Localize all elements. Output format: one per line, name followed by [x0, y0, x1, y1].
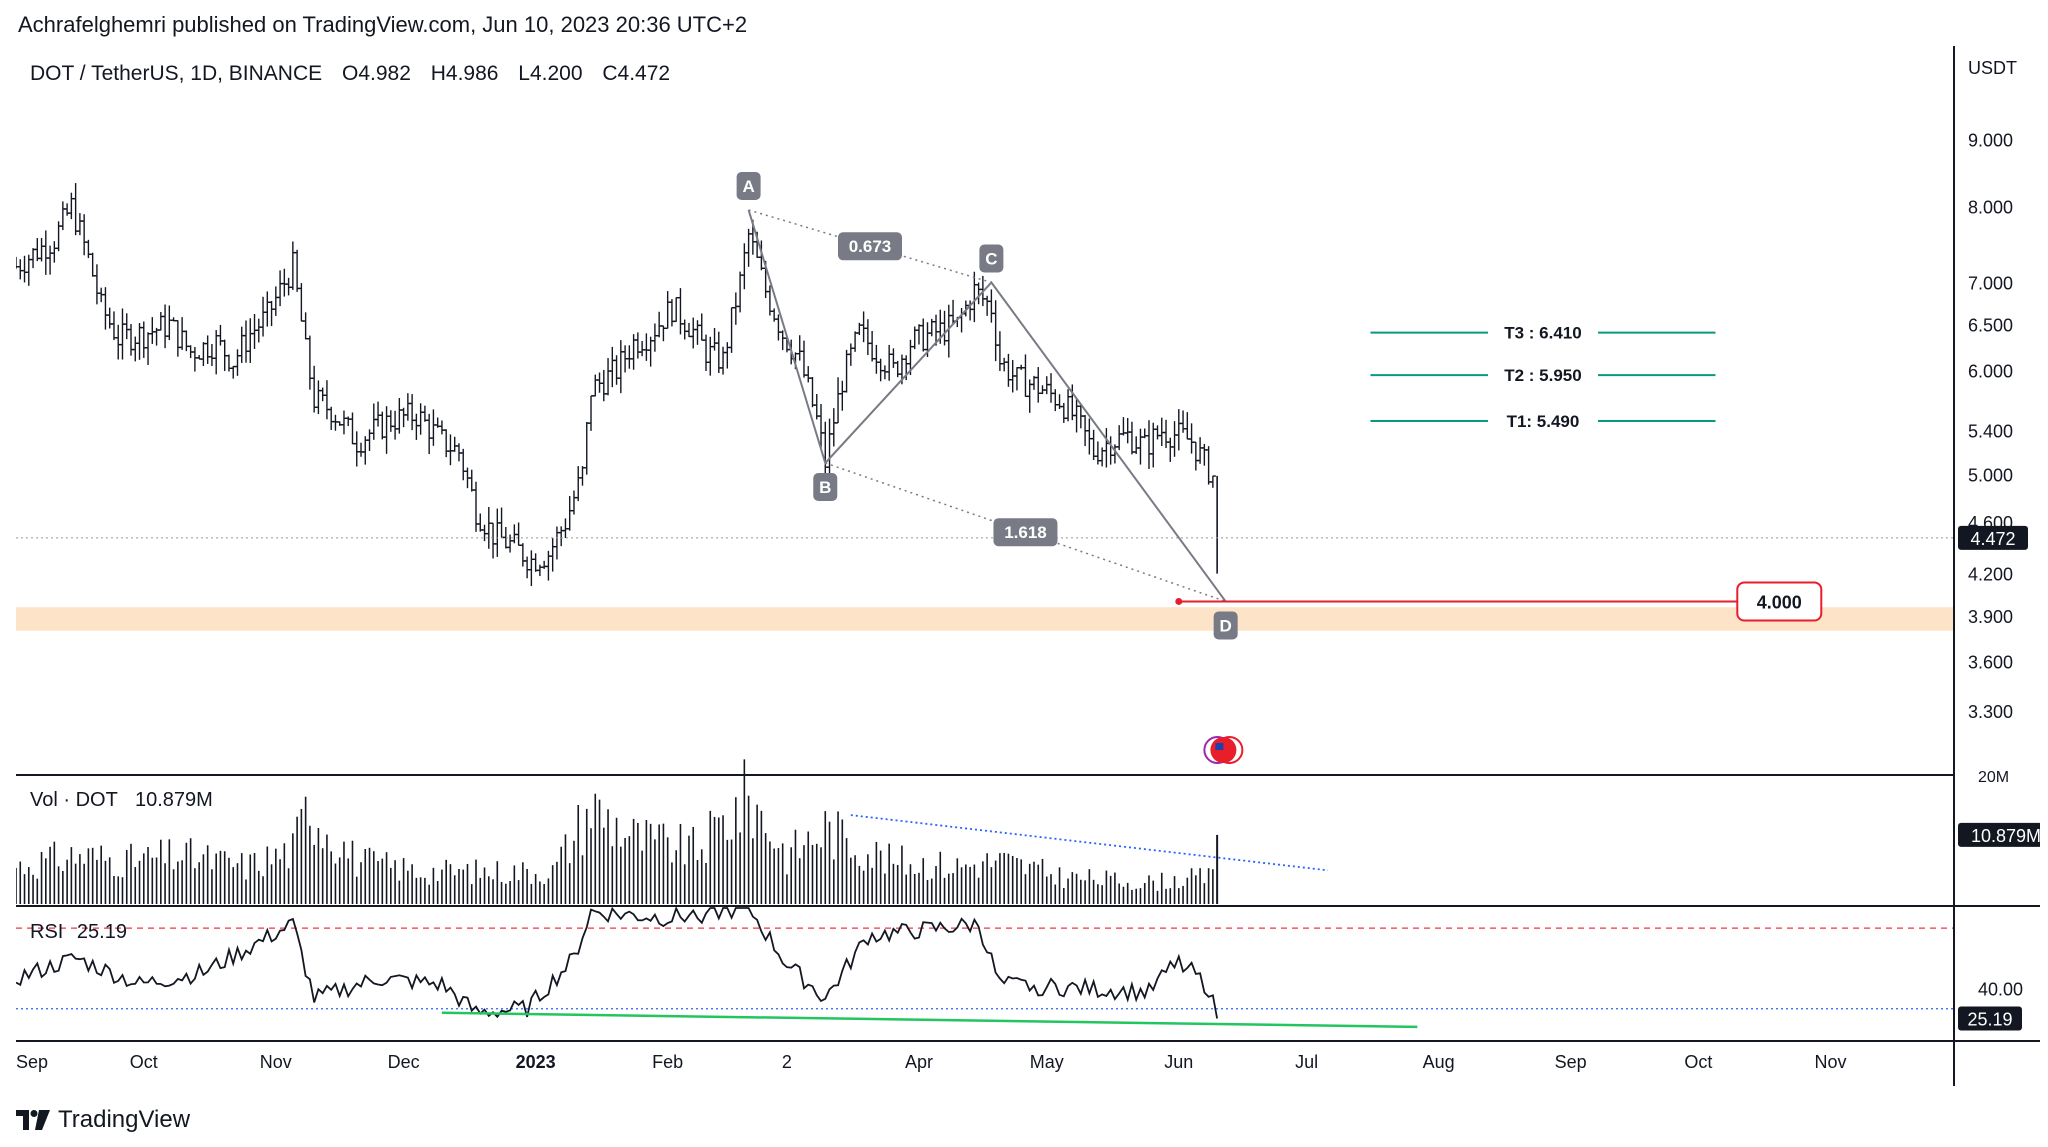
- price-tick-label: 3.300: [1968, 702, 2013, 722]
- rsi-badge-label: 25.19: [1967, 1009, 2012, 1029]
- volume-legend[interactable]: Vol · DOT 10.879M: [30, 789, 213, 811]
- rsi-divergence-line[interactable]: [441, 1011, 1418, 1029]
- chart-container[interactable]: A B C D 0.673 1.618 T3 : 6.410 T2 : 5.950 T1: 5.…: [13, 46, 2048, 1086]
- rsi-pane: [15, 906, 1954, 1029]
- ratio-label: 0.673: [849, 237, 892, 256]
- pattern-point-d: D: [1220, 616, 1232, 635]
- pattern-point-b: B: [819, 478, 831, 497]
- rsi-axis-label: 40.00: [1978, 980, 2023, 1000]
- rsi-value: 25.19: [77, 921, 127, 943]
- low-value: L4.200: [518, 62, 582, 85]
- time-tick-label: Jul: [1295, 1052, 1318, 1072]
- symbol-legend[interactable]: DOT / TetherUS, 1D, BINANCE O4.982 H4.98…: [30, 62, 670, 85]
- close-value: C4.472: [602, 62, 670, 85]
- price-tick-label: 7.000: [1968, 273, 2013, 293]
- time-tick-label: 2023: [516, 1052, 556, 1072]
- volume-axis-label: 20M: [1978, 769, 2009, 786]
- rsi-line: [15, 906, 1218, 1019]
- price-tick-label: 8.000: [1968, 197, 2013, 217]
- volume-badge: [1958, 822, 2048, 847]
- time-axis: Sep Oct Nov Dec 2023 Feb 2 Apr May Jun Jul Aug Sep Oc…: [16, 1052, 1847, 1072]
- price-tick-label: 6.500: [1968, 316, 2013, 336]
- ohlc-bars-layer: [13, 183, 1218, 587]
- us-flag-canton: [1215, 743, 1224, 750]
- price-tick-label: 9.000: [1968, 130, 2013, 150]
- chart-canvas[interactable]: A B C D 0.673 1.618 T3 : 6.410 T2 : 5.950 T1: 5.…: [13, 46, 2048, 1086]
- time-tick-label: Apr: [905, 1052, 933, 1072]
- volume-pane: [15, 759, 1328, 904]
- price-tick-label: 3.600: [1968, 653, 2013, 673]
- time-tick-label: Nov: [1814, 1052, 1846, 1072]
- drawings-layer[interactable]: A B C D 0.673 1.618 T3 : 6.410 T2 : 5.950 T1: 5.…: [16, 171, 1954, 764]
- rsi-title: RSI: [30, 921, 63, 943]
- ratio-badge[interactable]: [993, 518, 1058, 547]
- support-zone: [16, 607, 1954, 631]
- entry-level-label: 4.000: [1757, 592, 1802, 612]
- publisher-header: Achrafelghemri published on TradingView.…: [18, 12, 748, 37]
- price-tick-label: 5.000: [1968, 465, 2013, 485]
- pattern-point-d-badge[interactable]: [1213, 611, 1238, 640]
- pattern-point-c: C: [985, 249, 997, 268]
- price-tick-label: 6.000: [1968, 361, 2013, 381]
- last-price-badge-label: 4.472: [1970, 529, 2015, 549]
- support-zone-layer: [16, 607, 1954, 631]
- price-tick-label: 3.900: [1968, 607, 2013, 627]
- rsi-legend[interactable]: RSI 25.19: [30, 921, 127, 943]
- time-tick-label: Sep: [16, 1052, 48, 1072]
- tradingview-brand: TradingView: [58, 1106, 191, 1133]
- symbol-title: DOT / TetherUS, 1D, BINANCE: [30, 62, 322, 85]
- currency-label: USDT: [1968, 58, 2017, 78]
- volume-title: Vol · DOT: [30, 789, 118, 811]
- time-tick-label: Dec: [388, 1052, 420, 1072]
- target-label: T1: 5.490: [1507, 412, 1580, 431]
- time-tick-label: Jun: [1164, 1052, 1193, 1072]
- volume-trendline[interactable]: [850, 814, 1328, 872]
- rsi-badge: [1958, 1006, 2022, 1031]
- chart-background: [16, 46, 2040, 1086]
- ratio-badge[interactable]: [837, 232, 902, 261]
- entry-line-anchor[interactable]: [1175, 597, 1183, 605]
- last-price-badge: [1958, 525, 2028, 550]
- time-tick-label: Oct: [130, 1052, 158, 1072]
- pattern-point-c-badge[interactable]: [979, 244, 1004, 273]
- pattern-point-b-badge[interactable]: [813, 472, 838, 501]
- time-tick-label: 2: [782, 1052, 792, 1072]
- high-value: H4.986: [431, 62, 499, 85]
- price-axis: 9.0008.0007.0006.5006.0005.4005.0004.600…: [1958, 130, 2048, 1031]
- time-tick-label: May: [1030, 1052, 1064, 1072]
- tradingview-logo-icon: [16, 1110, 50, 1130]
- volume-value: 10.879M: [135, 789, 213, 811]
- price-tick-label: 5.400: [1968, 421, 2013, 441]
- target-label: T2 : 5.950: [1504, 366, 1582, 385]
- volume-badge-label: 10.879M: [1971, 826, 2040, 846]
- time-tick-label: Sep: [1555, 1052, 1587, 1072]
- price-tick-label: 4.200: [1968, 565, 2013, 585]
- open-value: O4.982: [342, 62, 411, 85]
- pattern-point-a: A: [742, 177, 754, 196]
- time-tick-label: Nov: [260, 1052, 292, 1072]
- ratio-label: 1.618: [1004, 523, 1047, 542]
- time-tick-label: Aug: [1423, 1052, 1455, 1072]
- time-tick-label: Feb: [652, 1052, 683, 1072]
- target-label: T3 : 6.410: [1504, 324, 1582, 343]
- tradingview-logo[interactable]: TradingView: [16, 1106, 190, 1134]
- time-tick-label: Oct: [1684, 1052, 1712, 1072]
- abcd-pattern-line[interactable]: [747, 209, 1227, 603]
- entry-level-badge[interactable]: [1736, 581, 1823, 622]
- pattern-point-a-badge[interactable]: [736, 171, 761, 200]
